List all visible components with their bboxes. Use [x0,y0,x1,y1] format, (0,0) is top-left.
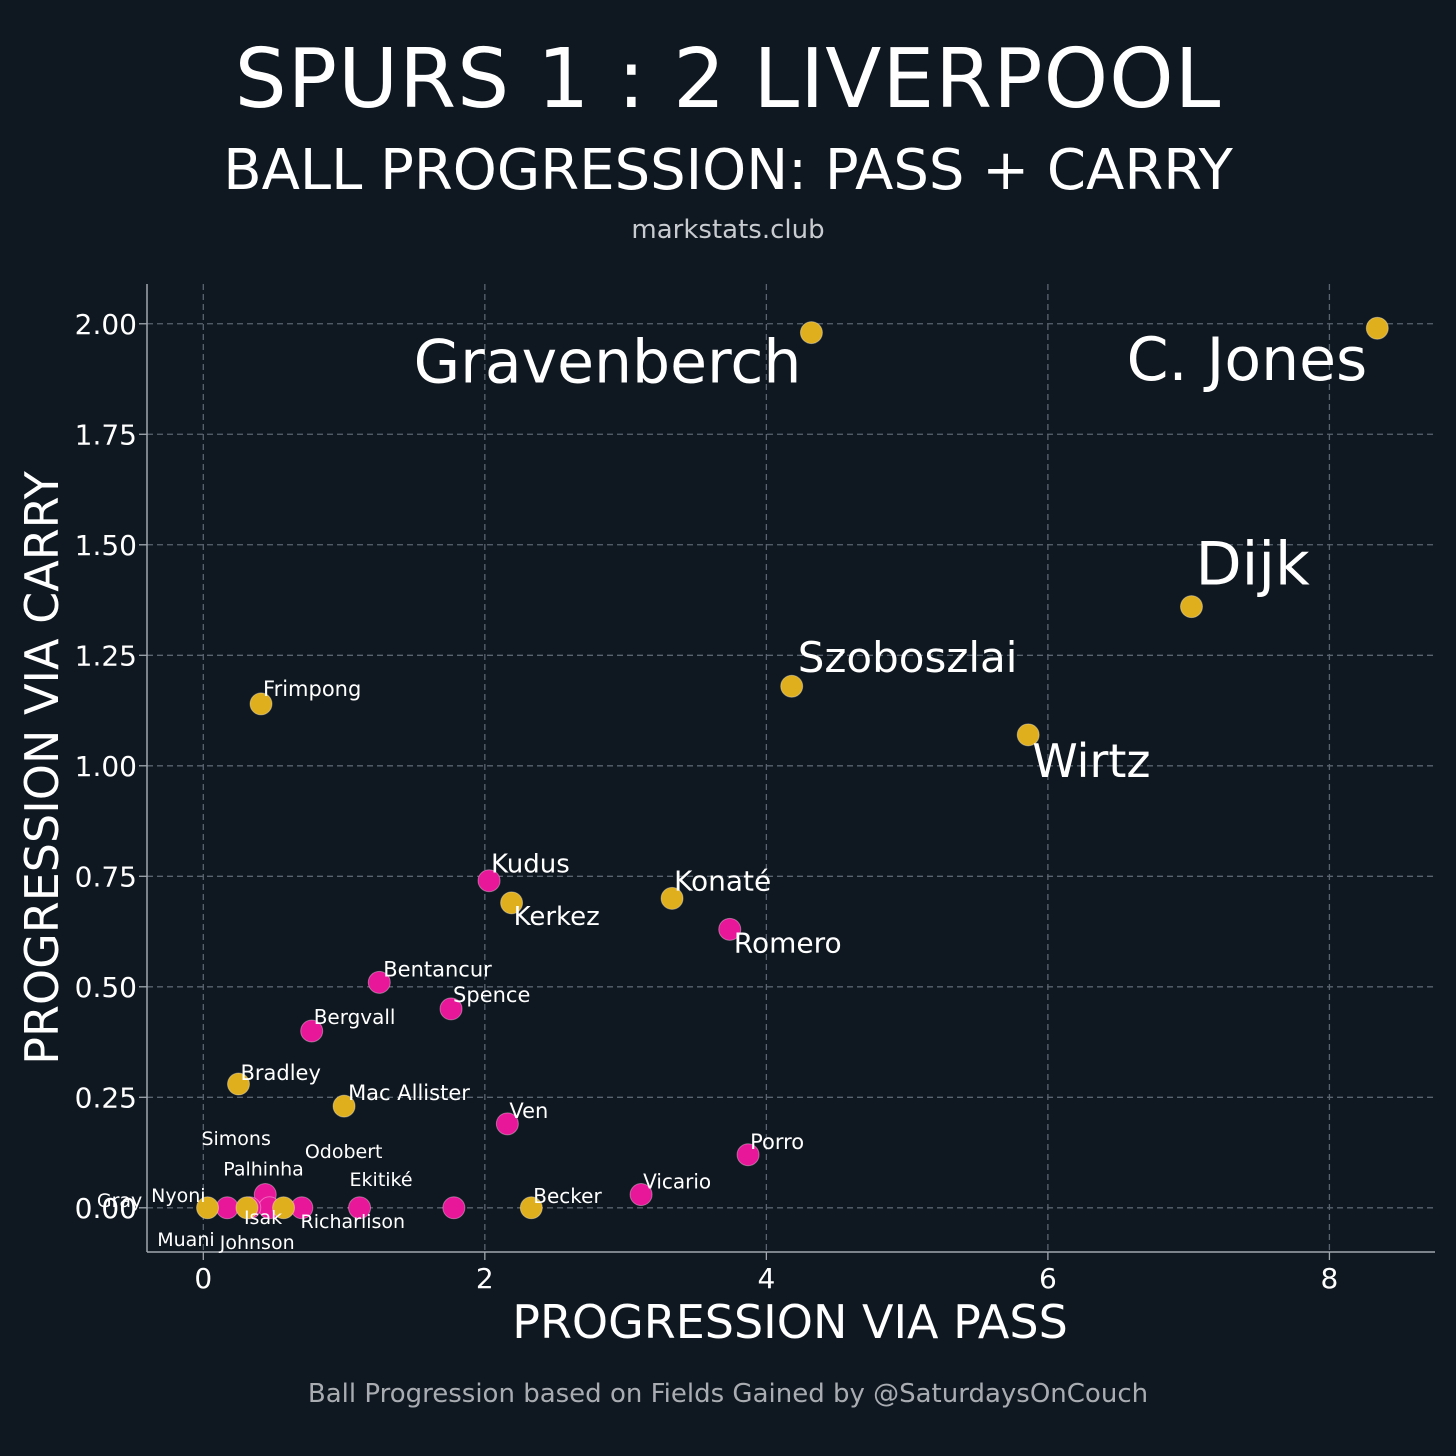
data-point-liverpool [1365,316,1389,340]
point-label: Simons [201,1128,270,1150]
chart-subtitle: BALL PROGRESSION: PASS + CARRY [223,138,1233,203]
point-label: Dijk [1195,530,1310,600]
y-tick-label: 0.00 [75,1192,137,1225]
data-point-liverpool [1016,723,1040,747]
data-point-spurs [495,1112,519,1136]
point-label: Bentancur [383,957,492,981]
point-label: Ekitiké [350,1169,413,1191]
data-points [196,316,1389,1220]
data-point-spurs [718,917,742,941]
x-tick-label: 6 [1039,1262,1057,1295]
point-label: Gravenberch [414,328,802,398]
point-label: Vicario [643,1170,711,1194]
point-label: Mac Allister [348,1081,470,1105]
y-tick-label: 1.00 [75,750,137,783]
y-tick-label: 1.50 [75,529,137,562]
point-label: Spence [453,983,530,1007]
data-point-liverpool [799,321,823,345]
y-tick-label: 1.75 [75,418,137,451]
y-tick-label: 0.75 [75,860,137,893]
data-point-liverpool [500,891,524,915]
point-label: Richarlison [301,1211,406,1233]
point-label: Bradley [240,1061,320,1085]
data-point-liverpool [780,674,804,698]
source-credit: markstats.club [631,215,825,245]
data-point-liverpool [519,1196,543,1220]
point-label: Szoboszlai [798,633,1018,682]
y-tick-label: 2.00 [75,308,137,341]
data-point-liverpool [235,1196,259,1220]
data-point-spurs [736,1143,760,1167]
y-tick-label: 1.25 [75,639,137,672]
point-label: Kudus [491,850,570,880]
point-label: Johnson [219,1232,295,1254]
data-point-spurs [439,997,463,1021]
point-label: Nyoni [151,1185,205,1207]
point-label: Gray [97,1190,142,1212]
point-label: Wirtz [1032,734,1150,788]
x-axis-label: PROGRESSION VIA PASS [512,1295,1068,1349]
data-point-liverpool [332,1094,356,1118]
y-tick-label: 0.50 [75,971,137,1004]
point-label: Romero [734,926,842,959]
point-label: C. Jones [1127,325,1368,395]
footer-caption: Ball Progression based on Fields Gained … [307,1379,1149,1409]
point-label: Konaté [674,864,771,897]
point-label: Frimpong [263,677,361,701]
point-label: Muani [157,1229,214,1251]
point-label: Odobert [305,1141,383,1163]
data-point-spurs [215,1196,239,1220]
point-label: Becker [533,1184,602,1208]
point-label: Kerkez [514,902,600,932]
data-point-liverpool [272,1196,296,1220]
point-label: Isak [244,1207,282,1229]
point-labels: C. Jones Gravenberch Dijk Szoboszlai Wirtz Fr… [97,325,1367,1254]
point-label: Palhinha [223,1159,304,1181]
axes: 0 2 4 6 8 0.00 0.25 0.50 0.75 1.00 1.25 1.50 1.75 2.0… [75,284,1435,1295]
data-point-spurs [477,869,501,893]
x-tick-label: 8 [1321,1262,1339,1295]
point-label: Bergvall [314,1005,396,1029]
point-label: Ven [509,1099,548,1123]
x-tick-label: 2 [476,1262,494,1295]
data-point-liverpool [249,692,273,716]
chart-title: SPURS 1 : 2 LIVERPOOL [234,32,1222,127]
data-point-spurs [367,970,391,994]
y-tick-label: 0.25 [75,1081,137,1114]
data-point-liverpool [196,1196,220,1220]
data-point-spurs [629,1183,653,1207]
point-label: Porro [750,1130,804,1154]
data-point-spurs [300,1019,324,1043]
x-tick-label: 4 [757,1262,775,1295]
data-point-spurs [442,1196,466,1220]
y-axis-label: PROGRESSION VIA CARRY [15,470,69,1064]
data-point-liverpool [226,1072,250,1096]
data-point-spurs [348,1196,372,1220]
x-tick-label: 0 [194,1262,212,1295]
data-point-liverpool [660,886,684,910]
data-point-liverpool [1179,595,1203,619]
